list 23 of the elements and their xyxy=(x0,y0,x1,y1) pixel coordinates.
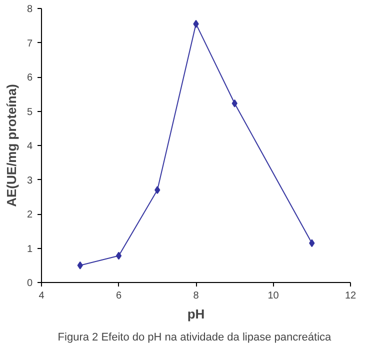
text: Figura 2 Efeito do pH na atividade da lipase pancreática xyxy=(58,332,332,344)
point xyxy=(309,239,315,248)
y-tick-label: 6 xyxy=(26,72,33,84)
y-tick-label: 1 xyxy=(26,244,33,255)
y-tick-label: 0 xyxy=(26,278,33,289)
point xyxy=(116,252,122,260)
x-tick-label: 8 xyxy=(193,290,200,302)
point xyxy=(154,186,160,194)
x-tick-label: 12 xyxy=(344,290,356,302)
y-tick-label: 8 xyxy=(26,4,33,15)
point xyxy=(193,20,199,28)
x-tick-label: 6 xyxy=(116,290,122,302)
y-tick-label: 4 xyxy=(26,141,33,152)
y-tick-label: 2 xyxy=(26,210,33,220)
y-axis-title: AE(UE/mg proteína) xyxy=(4,84,19,207)
y-tick-label: 5 xyxy=(26,106,33,118)
y-tick-label: 3 xyxy=(26,175,33,186)
point xyxy=(232,99,238,108)
x-tick-label: 10 xyxy=(268,290,280,302)
y-tick-label: 7 xyxy=(26,38,33,50)
x-axis-title: pH xyxy=(187,306,205,322)
point xyxy=(77,261,83,270)
x-tick-label: 4 xyxy=(38,290,45,302)
